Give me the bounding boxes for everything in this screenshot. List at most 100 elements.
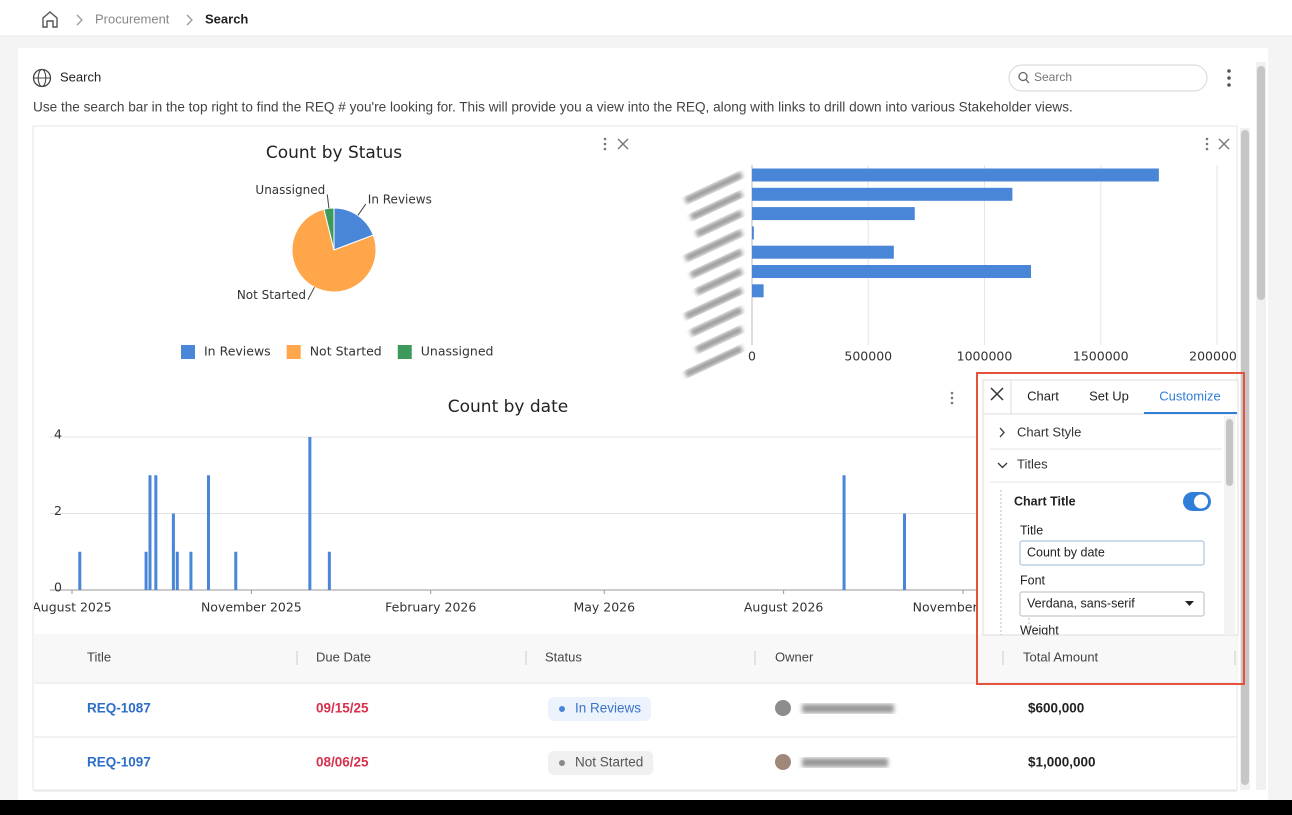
column-header[interactable]: Status xyxy=(545,649,582,664)
req-link[interactable]: REQ-1087 xyxy=(87,701,151,716)
blurred-label xyxy=(684,287,744,320)
slice-label: Unassigned xyxy=(255,183,325,197)
home-icon[interactable] xyxy=(42,11,58,28)
bar[interactable] xyxy=(308,437,312,590)
toggle-knob xyxy=(1194,494,1208,509)
bar[interactable] xyxy=(234,551,238,590)
legend-label[interactable]: Not Started xyxy=(310,344,382,359)
select-value[interactable]: Verdana, sans-serif xyxy=(1027,596,1135,610)
breadcrumb-current: Search xyxy=(205,11,248,26)
section[interactable]: Titles xyxy=(1017,456,1048,471)
bar[interactable] xyxy=(175,551,179,590)
field-label: Font xyxy=(1020,573,1046,587)
leader-line xyxy=(326,194,330,209)
bar[interactable] xyxy=(189,551,193,590)
bar[interactable] xyxy=(752,187,1013,201)
column-header[interactable]: Total Amount xyxy=(1023,649,1099,664)
x-tick-label: 1000000 xyxy=(957,349,1013,364)
bar[interactable] xyxy=(148,475,152,590)
bar[interactable] xyxy=(752,226,754,240)
legend-swatch[interactable] xyxy=(286,345,301,359)
bar[interactable] xyxy=(171,513,175,591)
y-tick-label: 4 xyxy=(54,427,62,442)
section[interactable]: Chart Style xyxy=(1017,424,1081,439)
bar-chart: 0 500000 1000000 1500000 2000000 xyxy=(684,165,1237,378)
legend-label[interactable]: In Reviews xyxy=(204,344,271,359)
bar[interactable] xyxy=(903,513,907,591)
subsection: Chart Title xyxy=(1014,494,1076,508)
column-header[interactable]: Title xyxy=(87,649,111,664)
legend-swatch[interactable] xyxy=(397,345,412,359)
blurred-owner xyxy=(802,758,888,767)
leader-line xyxy=(307,286,315,300)
y-tick-label: 0 xyxy=(54,580,62,595)
bar[interactable] xyxy=(752,265,1031,278)
close-icon[interactable] xyxy=(617,138,629,150)
tab[interactable]: Customize xyxy=(1159,388,1220,403)
field-label: Weight xyxy=(1020,623,1059,637)
widget-menu[interactable] xyxy=(950,391,954,405)
plot: 0 500000 1000000 1500000 2000000 xyxy=(748,165,1237,364)
column-header[interactable]: Owner xyxy=(775,649,814,664)
bar[interactable] xyxy=(78,551,82,590)
search-icon xyxy=(1025,79,1030,84)
scrollbar-thumb[interactable] xyxy=(1257,66,1265,300)
pie-chart: Count by Status In Reviews Not Started Unas… xyxy=(181,143,493,359)
pie-slice[interactable] xyxy=(291,208,377,293)
legend-label[interactable]: Unassigned xyxy=(421,344,494,359)
x-tick-label: August 2026 xyxy=(744,600,824,615)
legend-swatch[interactable] xyxy=(181,345,195,359)
bar[interactable] xyxy=(842,475,846,590)
bar[interactable] xyxy=(752,245,894,259)
tab[interactable]: Set Up xyxy=(1089,388,1129,403)
panel-scroll-thumb[interactable] xyxy=(1226,419,1233,486)
tab[interactable]: Chart xyxy=(1027,388,1059,403)
x-tick-label: 0 xyxy=(748,349,756,364)
widget-menu[interactable] xyxy=(603,137,607,151)
blurred-label xyxy=(689,190,744,221)
close-icon[interactable] xyxy=(1218,138,1230,150)
title-input[interactable] xyxy=(1019,540,1205,566)
customize-panel: Chart Set Up Customize Chart Style Titles Cha… xyxy=(982,379,1239,637)
field-label: Title xyxy=(1020,523,1043,537)
font-select[interactable] xyxy=(1019,591,1205,617)
y-tick-label: 2 xyxy=(54,503,62,518)
chevron xyxy=(997,462,1008,469)
status-pill xyxy=(548,751,654,775)
widget-menu[interactable] xyxy=(1205,137,1209,151)
x-tick-label: August 2025 xyxy=(32,600,112,615)
x-tick-label: May 2026 xyxy=(573,600,635,615)
breadcrumb-link[interactable]: Procurement xyxy=(95,11,170,26)
status-text: Not Started xyxy=(575,755,643,770)
bar[interactable] xyxy=(752,168,1159,182)
search-placeholder[interactable]: Search xyxy=(1034,70,1072,84)
bar[interactable] xyxy=(752,207,915,221)
column-header[interactable]: Due Date xyxy=(316,649,371,664)
bar[interactable] xyxy=(327,551,331,590)
caret xyxy=(1185,601,1194,606)
breadcrumb-bar xyxy=(0,0,1292,36)
chart-title: Count by Status xyxy=(266,143,402,163)
blurred-label xyxy=(684,345,744,378)
bar[interactable] xyxy=(144,551,148,590)
bar[interactable] xyxy=(154,475,158,590)
avatar xyxy=(775,754,791,770)
req-link[interactable]: REQ-1097 xyxy=(87,755,151,770)
description: Use the search bar in the top right to f… xyxy=(33,100,1073,115)
due-date: 08/06/25 xyxy=(316,755,369,770)
close-icon[interactable] xyxy=(990,387,1004,401)
panel-scroll-track xyxy=(1224,416,1235,635)
x-tick-label: February 2026 xyxy=(385,600,476,615)
input-value[interactable]: Count by date xyxy=(1027,545,1105,559)
x-tick-label: 500000 xyxy=(844,349,892,364)
x-tick-label: November 2025 xyxy=(201,600,302,615)
table-header xyxy=(34,634,1237,683)
bar[interactable] xyxy=(752,284,764,298)
search-input[interactable] xyxy=(1008,64,1208,92)
panel-content: Chart Set Up Customize Chart Style Titles Cha… xyxy=(983,380,1238,637)
bar[interactable] xyxy=(206,475,210,590)
due-date: 09/15/25 xyxy=(316,701,369,716)
section-title: Search xyxy=(60,69,101,84)
kebab-menu[interactable] xyxy=(1227,69,1231,87)
status-text: In Reviews xyxy=(575,701,641,716)
